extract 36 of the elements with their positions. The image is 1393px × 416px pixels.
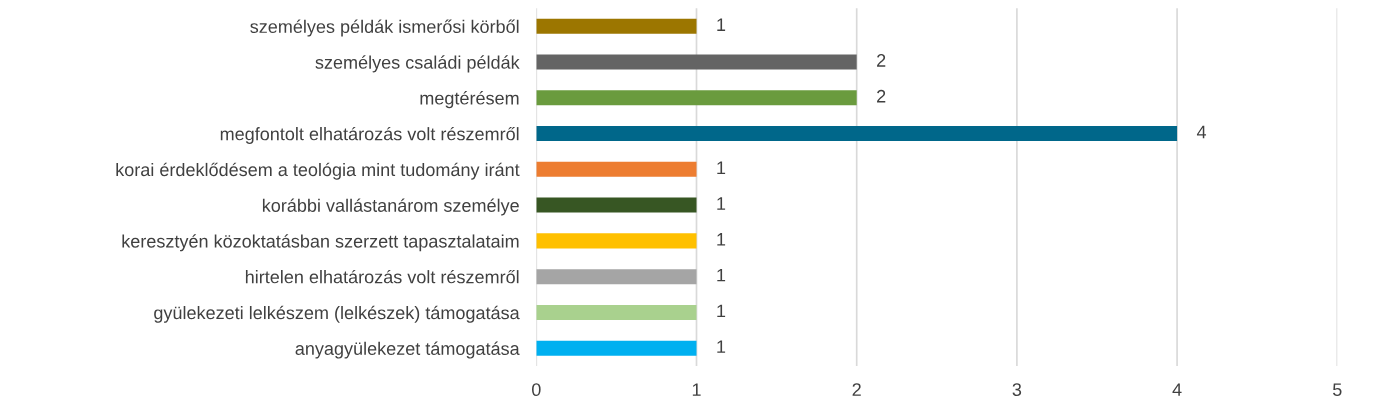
x-tick-label: 0 (531, 383, 541, 397)
bar (536, 269, 697, 285)
data-label: 2 (877, 54, 886, 67)
y-tick-label: megfontolt elhatározás volt részemről (220, 126, 519, 144)
x-tick-label: 5 (1332, 383, 1342, 397)
bar (536, 18, 697, 34)
y-tick-label: hirtelen elhatározás volt részemről (245, 269, 519, 284)
bar (536, 126, 1178, 142)
y-tick-label: korai érdeklődésem a teológia mint tudomány iránt (116, 162, 520, 180)
bar (536, 197, 697, 213)
data-label: 1 (717, 304, 726, 318)
data-label: 4 (1196, 125, 1207, 139)
y-tick-label: megtérésem (420, 91, 519, 109)
y-tick-label: személyes példák ismerősi körből (250, 19, 519, 37)
data-label: 1 (717, 161, 726, 174)
data-label: 1 (717, 18, 726, 31)
y-tick-label: gyülekezeti lelkészem (lelkészek) támogatása (154, 305, 520, 323)
bar (536, 340, 697, 356)
x-tick-label: 3 (1012, 383, 1022, 397)
data-label: 1 (717, 197, 726, 210)
bar (536, 54, 857, 70)
bar (536, 90, 857, 106)
y-tick-label: keresztyén közoktatásban szerzett tapasztalataim (122, 234, 519, 252)
y-tick-label: korábbi vallástanárom személye (262, 198, 519, 216)
data-label: 1 (717, 340, 726, 353)
data-label: 2 (877, 89, 886, 103)
bar (536, 304, 697, 320)
x-tick-label: 1 (692, 383, 701, 396)
y-tick-label: anyagyülekezet támogatása (295, 341, 520, 359)
bar (536, 161, 697, 177)
x-tick-label: 4 (1172, 383, 1182, 396)
y-tick-label: személyes családi példák (315, 55, 520, 73)
bar (536, 233, 697, 249)
x-tick-label: 2 (852, 383, 861, 396)
data-label: 1 (717, 268, 726, 282)
data-label: 1 (717, 233, 726, 246)
